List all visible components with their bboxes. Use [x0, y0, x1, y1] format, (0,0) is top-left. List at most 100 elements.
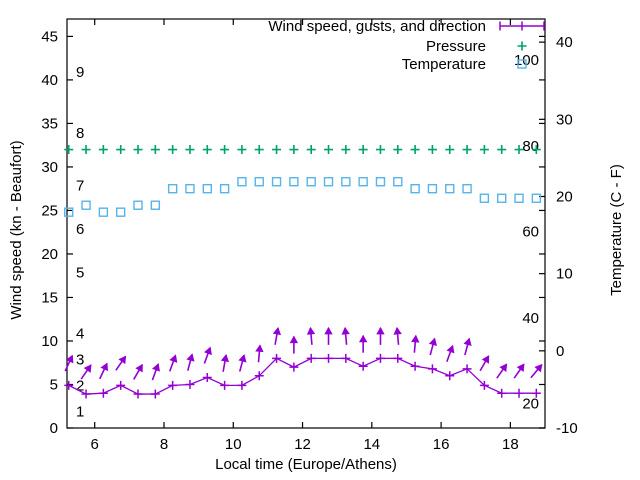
y2-tick-label: -10 [556, 420, 578, 437]
temperature-point [81, 200, 91, 210]
wind-speed-line [68, 357, 537, 395]
pressure-point [358, 145, 368, 155]
pressure-point [237, 145, 247, 155]
wind-arrow [151, 363, 160, 381]
beaufort-label: 9 [76, 64, 84, 81]
beaufort-label: 1 [76, 404, 84, 421]
y2-tick-label: 40 [556, 34, 573, 51]
beaufort-label: 7 [76, 177, 84, 194]
wind-arrow [428, 337, 438, 356]
wind-arrow-head [118, 355, 127, 365]
fahrenheit-label: 20 [522, 396, 539, 413]
wind-arrow-head [341, 326, 350, 335]
wind-arrow-head [220, 354, 230, 363]
wind-arrow-head [65, 354, 74, 364]
wind-speed-marker [324, 353, 334, 363]
wind-arrow [220, 354, 230, 372]
wind-speed-marker [462, 364, 472, 374]
pressure-point [64, 145, 74, 155]
wind-arrow [530, 363, 543, 379]
x-axis-title: Local time (Europe/Athens) [215, 456, 397, 473]
pressure-point [393, 145, 403, 155]
wind-speed-marker [514, 388, 524, 398]
temperature-point [479, 193, 490, 203]
wind-arrow [255, 344, 264, 363]
pressure-point [168, 145, 178, 155]
pressure-point [220, 145, 230, 155]
pressure-point [479, 145, 489, 155]
pressure-point [202, 145, 212, 155]
wind-arrow [358, 334, 368, 353]
wind-arrow-head [324, 326, 333, 335]
plot-frame [66, 18, 546, 429]
beaufort-label: 6 [76, 221, 84, 238]
pressure-point [341, 145, 351, 155]
wind-arrow [186, 353, 195, 371]
y-tick-label: 40 [41, 72, 58, 89]
wind-arrow-head [534, 363, 543, 373]
y2-tick-label: 10 [556, 266, 573, 283]
legend: Wind speed, gusts, and direction Pressure… [268, 18, 545, 73]
wind-arrow [393, 326, 402, 345]
wind-arrow-head [186, 353, 195, 362]
pressure-point [98, 145, 108, 155]
legend-marker-wind [499, 21, 545, 31]
temperature-point [514, 193, 524, 203]
temperature-point [133, 200, 143, 210]
wind-speed-marker [185, 379, 195, 389]
wind-arrow [306, 326, 316, 345]
wind-arrow-head [255, 344, 264, 353]
x-tick-label: 6 [91, 436, 99, 453]
legend-marker-pressure [517, 41, 527, 51]
pressure-point [514, 145, 524, 155]
y-axis-title: Wind speed (kn - Beaufort) [8, 140, 25, 319]
axis-ticks [67, 19, 545, 429]
plot-border [66, 18, 546, 429]
x-axis-tick-labels: 6 8 10 12 14 16 18 [91, 436, 519, 453]
wind-arrow [411, 334, 420, 353]
wind-arrow-head [499, 363, 508, 372]
x-tick-label: 16 [433, 436, 450, 453]
wind-arrow-head [463, 337, 472, 346]
wind-speed-marker [375, 353, 385, 363]
pressure-point [410, 145, 420, 155]
wind-speed-marker [427, 364, 437, 374]
y-tick-label: 45 [41, 28, 58, 45]
wind-arrow-head [376, 326, 385, 335]
temperature-series [64, 177, 542, 217]
wind-speed-marker [168, 380, 178, 390]
wind-arrow-head [83, 364, 92, 373]
wind-arrow [341, 326, 350, 345]
wind-speed-marker [479, 380, 489, 390]
fahrenheit-label: 80 [522, 138, 539, 155]
temperature-point [427, 183, 438, 194]
pressure-point [375, 145, 385, 155]
wind-arrow [513, 363, 525, 379]
temperature-point [410, 183, 420, 194]
wind-arrow-head [358, 334, 368, 343]
pressure-point [254, 145, 264, 155]
fahrenheit-label: 60 [522, 223, 539, 240]
wind-speed-marker [289, 362, 299, 372]
legend-label-2: Temperature [402, 56, 486, 73]
wind-arrow [479, 355, 490, 372]
wind-speed-marker [358, 361, 368, 371]
wind-arrow [115, 355, 127, 371]
temperature-point [497, 193, 507, 203]
y-tick-label: 30 [41, 159, 58, 176]
y-tick-label: 20 [41, 246, 58, 263]
temperature-point [219, 183, 230, 194]
beaufort-label: 5 [76, 264, 84, 281]
pressure-point [462, 145, 472, 155]
wind-speed-marker [220, 380, 230, 390]
wind-arrow-head [238, 354, 247, 363]
pressure-point [306, 145, 316, 155]
wind-arrow-head [272, 327, 282, 336]
x-tick-label: 10 [225, 436, 242, 453]
temperature-point [306, 177, 316, 187]
wind-direction-arrows [64, 326, 543, 381]
wind-speed-series [64, 353, 541, 399]
beaufort-label: 3 [76, 351, 84, 368]
